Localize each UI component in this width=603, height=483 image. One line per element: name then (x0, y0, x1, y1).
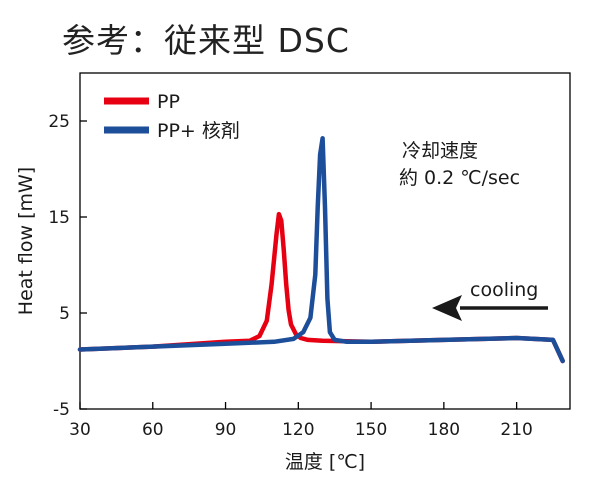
y-tick-label: -5 (53, 400, 70, 420)
y-tick-label: 15 (48, 208, 70, 228)
axis-ticks: 30 60 90 120 150 180 210 -5 5 15 25 (48, 112, 533, 440)
chart-title: 参考：従来型 DSC (62, 21, 350, 60)
cooling-arrow (432, 295, 548, 321)
legend-label-pp-nucleating: PP+ 核剤 (157, 120, 240, 142)
series-line-pp-nucleating (77, 136, 565, 364)
x-tick-label: 180 (428, 420, 460, 440)
legend: PP PP+ 核剤 (104, 91, 240, 142)
x-axis-title: 温度 [℃] (285, 451, 365, 473)
annotation-cooling-rate-value: 約 0.2 ℃/sec (399, 167, 520, 189)
x-tick-label: 210 (500, 420, 532, 440)
annotation-cooling-rate-label: 冷却速度 (402, 140, 478, 162)
legend-label-pp: PP (157, 91, 180, 113)
annotation-cooling-label: cooling (470, 279, 538, 301)
y-axis-title: Heat flow [mW] (15, 167, 37, 315)
y-tick-label: 5 (59, 304, 70, 324)
x-tick-label: 30 (69, 420, 91, 440)
x-tick-label: 150 (355, 420, 387, 440)
y-tick-label: 25 (48, 112, 70, 132)
x-tick-label: 60 (142, 420, 164, 440)
series-lines (77, 136, 565, 364)
x-tick-label: 120 (282, 420, 314, 440)
x-tick-label: 90 (215, 420, 237, 440)
plot-frame (79, 72, 571, 410)
